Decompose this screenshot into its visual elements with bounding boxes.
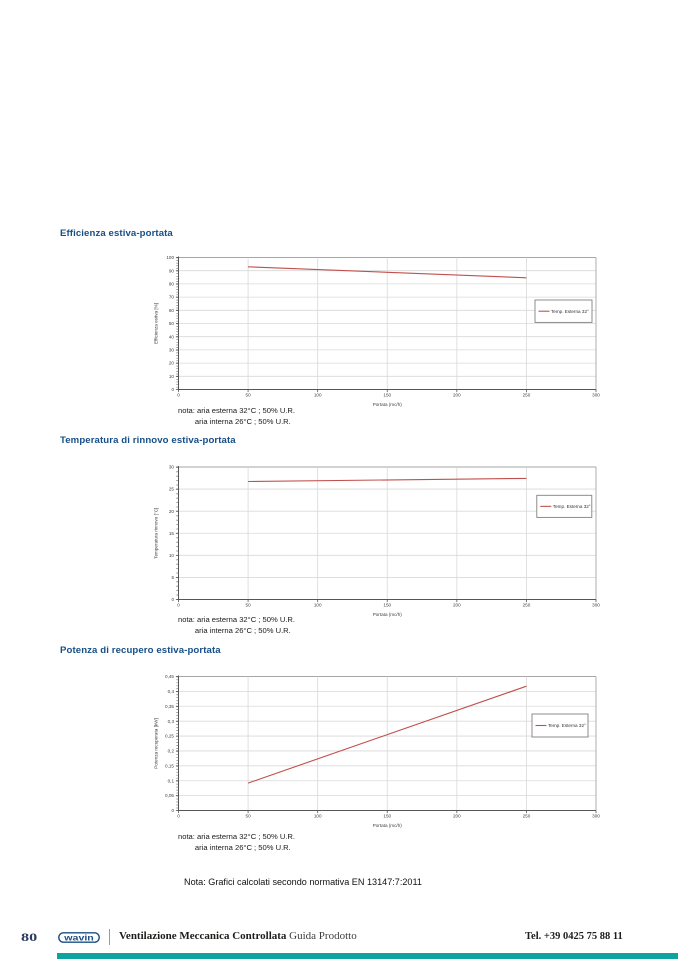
svg-text:Temp. Esterna 32°: Temp. Esterna 32° — [551, 309, 589, 314]
svg-text:10: 10 — [169, 374, 175, 379]
svg-text:40: 40 — [169, 334, 175, 339]
svg-text:0,4: 0,4 — [168, 689, 175, 694]
svg-text:100: 100 — [314, 393, 322, 398]
svg-text:300: 300 — [592, 814, 600, 819]
svg-text:30: 30 — [169, 465, 175, 470]
svg-text:5: 5 — [171, 575, 174, 580]
svg-text:70: 70 — [169, 295, 175, 300]
svg-text:20: 20 — [169, 361, 175, 366]
svg-text:200: 200 — [453, 814, 461, 819]
svg-text:0: 0 — [171, 808, 174, 813]
svg-text:Temp. Esterna 32°: Temp. Esterna 32° — [553, 504, 591, 509]
svg-text:Temp. Esterna 32°: Temp. Esterna 32° — [548, 723, 586, 728]
svg-text:100: 100 — [166, 255, 174, 260]
svg-text:90: 90 — [169, 268, 175, 273]
svg-text:50: 50 — [246, 393, 252, 398]
svg-text:0: 0 — [171, 597, 174, 602]
svg-text:20: 20 — [169, 509, 175, 514]
svg-text:200: 200 — [453, 393, 461, 398]
svg-text:0,1: 0,1 — [168, 778, 175, 783]
svg-text:60: 60 — [169, 308, 175, 313]
svg-text:250: 250 — [523, 393, 531, 398]
svg-text:150: 150 — [383, 814, 391, 819]
svg-text:200: 200 — [453, 603, 461, 608]
svg-text:250: 250 — [523, 603, 531, 608]
svg-text:0: 0 — [177, 603, 180, 608]
svg-text:Portata (mc/h): Portata (mc/h) — [373, 823, 403, 828]
svg-text:50: 50 — [169, 321, 175, 326]
svg-text:0,2: 0,2 — [168, 749, 175, 754]
svg-text:0: 0 — [177, 814, 180, 819]
svg-text:wavin: wavin — [63, 932, 94, 942]
svg-text:150: 150 — [383, 603, 391, 608]
svg-text:80: 80 — [169, 282, 175, 287]
svg-text:Efficienza estiva [%]: Efficienza estiva [%] — [154, 303, 159, 344]
svg-text:0,05: 0,05 — [165, 793, 174, 798]
svg-text:300: 300 — [592, 603, 600, 608]
svg-text:0,15: 0,15 — [165, 763, 174, 768]
svg-text:25: 25 — [169, 487, 175, 492]
svg-text:50: 50 — [246, 814, 252, 819]
svg-text:0,45: 0,45 — [165, 674, 174, 679]
svg-text:Portata (mc/h): Portata (mc/h) — [373, 612, 403, 617]
svg-text:150: 150 — [383, 393, 391, 398]
svg-text:250: 250 — [523, 814, 531, 819]
svg-text:Portata (mc/h): Portata (mc/h) — [373, 402, 403, 407]
svg-text:10: 10 — [169, 553, 175, 558]
svg-text:Temperatura rinnovo [°C]: Temperatura rinnovo [°C] — [154, 508, 159, 559]
svg-text:0: 0 — [177, 393, 180, 398]
svg-text:50: 50 — [246, 603, 252, 608]
svg-text:0,25: 0,25 — [165, 734, 174, 739]
svg-text:15: 15 — [169, 531, 175, 536]
svg-text:0,35: 0,35 — [165, 704, 174, 709]
svg-text:100: 100 — [314, 603, 322, 608]
svg-text:100: 100 — [314, 814, 322, 819]
svg-text:30: 30 — [169, 348, 175, 353]
svg-text:Potenza recuperata [kW]: Potenza recuperata [kW] — [154, 718, 159, 769]
svg-text:300: 300 — [592, 393, 600, 398]
svg-text:0: 0 — [171, 387, 174, 392]
svg-text:0,3: 0,3 — [168, 719, 175, 724]
